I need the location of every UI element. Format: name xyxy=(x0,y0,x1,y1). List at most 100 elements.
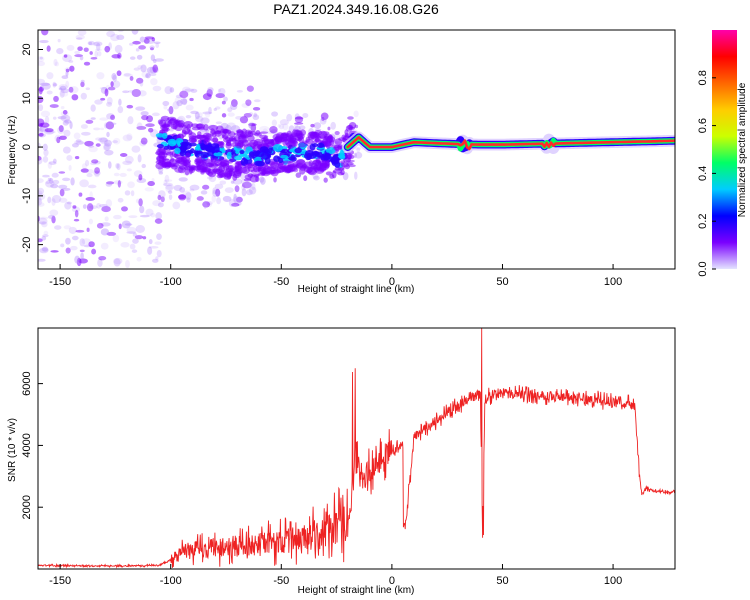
spectrogram-blob xyxy=(140,137,148,145)
spectrogram-blob xyxy=(354,151,363,159)
spectrogram-blob xyxy=(40,82,50,87)
spectrogram-blob xyxy=(212,189,220,197)
spectrogram-blob xyxy=(164,179,173,182)
spectrogram-blob xyxy=(154,241,162,245)
spectrogram-blob xyxy=(356,147,361,153)
spectrogram-blob xyxy=(147,246,153,255)
spectrogram-blob xyxy=(80,168,89,173)
spectrogram-blob xyxy=(93,41,103,47)
spectrogram-blob xyxy=(94,50,99,58)
spectrogram-blob xyxy=(88,218,94,225)
spectrogram-blob xyxy=(104,139,112,147)
spectrogram-blob xyxy=(276,166,286,173)
spectrogram-blob xyxy=(252,106,261,111)
spectrogram-blob xyxy=(100,242,109,250)
spectrogram-blob xyxy=(206,162,215,168)
spectrogram-blob xyxy=(59,89,65,98)
spectrogram-blob xyxy=(58,184,68,189)
spectrogram-blob xyxy=(304,150,315,157)
spectrogram-blob xyxy=(151,37,156,42)
spectrogram-blob xyxy=(162,182,173,187)
spectrogram-blob xyxy=(59,85,67,91)
spectrogram-blob xyxy=(319,117,327,125)
spectrogram-blob xyxy=(317,142,325,148)
spectrogram-blob xyxy=(327,126,331,131)
snr-panel: -150 -100 -50 0 50 100 2000 4000 6000 Height of… xyxy=(7,327,676,596)
spectrogram-blob xyxy=(131,249,138,253)
spectrogram-blob xyxy=(112,74,118,82)
spectrogram-blob xyxy=(223,137,232,143)
spectrogram-blob xyxy=(152,200,161,207)
spectrogram-blob xyxy=(135,106,146,111)
spectrogram-blob xyxy=(48,178,54,185)
spectrogram-blob xyxy=(38,221,47,225)
spectrogram-blob xyxy=(196,123,206,130)
spectrogram-blob xyxy=(207,87,214,93)
spectrogram-blob xyxy=(104,216,109,222)
spectrogram-blob xyxy=(320,112,329,120)
spectrogram-blob xyxy=(108,122,117,125)
spectrogram-blob xyxy=(178,163,187,170)
spectrogram-blob xyxy=(52,116,57,120)
spectrogram-blob xyxy=(295,172,302,178)
spectrogram-blob xyxy=(118,98,122,106)
spectrogram-blob xyxy=(338,152,345,158)
spectrogram-blob xyxy=(223,172,233,177)
spectrogram-blob xyxy=(58,87,63,91)
spectrogram-blob xyxy=(155,212,162,220)
spectrogram-blob xyxy=(126,168,132,172)
spectrogram-blob xyxy=(100,97,106,101)
snr-y-axis: 2000 4000 6000 xyxy=(21,371,43,519)
spectrogram-blob xyxy=(110,33,120,42)
spectrogram-blob xyxy=(58,171,66,174)
spectrogram-blob xyxy=(244,165,252,169)
spectrogram-blob xyxy=(156,144,164,149)
spectrogram-blob xyxy=(134,235,144,240)
spectrogram-blob xyxy=(178,194,187,201)
spectrogram-blob xyxy=(178,194,186,200)
spectrogram-blob xyxy=(237,167,248,174)
spectrogram-blob xyxy=(95,143,101,147)
spectrogram-blob xyxy=(168,140,177,147)
spectrogram-blob xyxy=(200,144,210,151)
spectrogram-blob xyxy=(173,184,183,191)
spectrogram-blob xyxy=(116,70,122,77)
spectrogram-blob xyxy=(248,112,254,117)
spectrogram-y-tick-label: -10 xyxy=(21,188,33,204)
spectrogram-blob xyxy=(126,104,134,109)
spectrogram-blob xyxy=(85,197,95,201)
spectrogram-blob xyxy=(48,161,57,165)
spectrogram-blob xyxy=(174,96,183,104)
spectrogram-blob xyxy=(104,149,114,156)
spectrogram-blob xyxy=(86,173,93,178)
spectrogram-blob xyxy=(129,243,136,250)
spectrogram-blob xyxy=(62,177,71,182)
spectrogram-blob xyxy=(236,90,243,93)
spectrogram-blob xyxy=(89,51,93,55)
spectrogram-blob xyxy=(123,73,134,78)
spectrogram-blob xyxy=(338,137,345,141)
spectrogram-blob xyxy=(74,50,81,55)
spectrogram-blob xyxy=(141,70,151,78)
spectrogram-blob xyxy=(63,129,71,137)
spectrogram-blob xyxy=(248,151,255,159)
spectrogram-blob xyxy=(80,124,88,129)
spectrogram-blob xyxy=(241,102,250,108)
spectrogram-blob xyxy=(54,225,62,230)
spectrogram-blob xyxy=(280,154,289,159)
spectrogram-blob xyxy=(91,248,97,255)
spectrogram-blob xyxy=(313,175,320,181)
spectrogram-blob xyxy=(38,83,44,92)
spectrogram-blob xyxy=(103,47,111,52)
spectrogram-x-axis: -150 -100 -50 0 50 100 xyxy=(49,264,622,288)
spectrogram-blob xyxy=(203,200,208,209)
spectrogram-blob xyxy=(117,197,124,203)
spectrogram-blob xyxy=(138,198,143,207)
spectrogram-blob xyxy=(260,177,266,185)
snr-y-tick-label: 2000 xyxy=(21,495,33,519)
spectrogram-blob xyxy=(38,187,45,195)
spectrogram-blob xyxy=(149,45,155,50)
spectrogram-blob xyxy=(271,111,279,117)
spectrogram-blob xyxy=(69,86,79,94)
spectrogram-blob xyxy=(324,160,330,167)
